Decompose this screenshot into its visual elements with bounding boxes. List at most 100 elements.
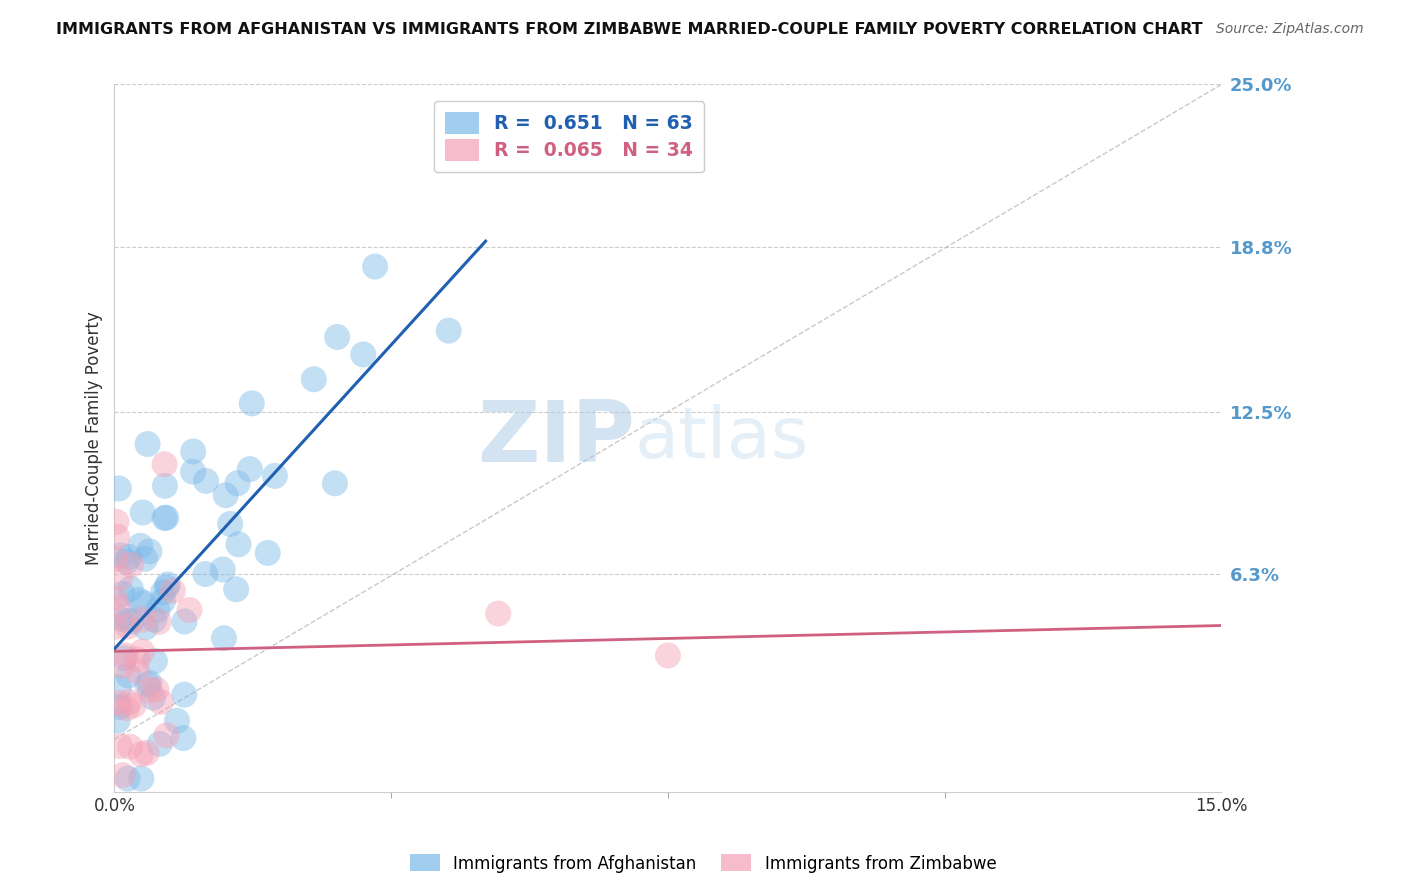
Point — [127, 665, 149, 679]
Point — [228, 537, 250, 551]
Point — [136, 677, 159, 691]
Point — [120, 739, 142, 754]
Point — [107, 696, 129, 710]
Point — [127, 652, 149, 666]
Point — [132, 596, 155, 610]
Point — [107, 600, 129, 615]
Point — [114, 648, 136, 663]
Legend: Immigrants from Afghanistan, Immigrants from Zimbabwe: Immigrants from Afghanistan, Immigrants … — [404, 847, 1002, 880]
Point — [122, 698, 145, 713]
Text: atlas: atlas — [634, 403, 808, 473]
Point — [173, 688, 195, 702]
Point — [149, 695, 172, 709]
Point — [128, 593, 150, 607]
Point — [146, 603, 169, 617]
Point — [135, 746, 157, 760]
Point — [121, 615, 143, 629]
Point — [437, 324, 460, 338]
Point — [115, 555, 138, 569]
Point — [264, 469, 287, 483]
Point — [364, 260, 387, 274]
Point — [131, 772, 153, 786]
Point — [156, 580, 179, 594]
Point — [153, 479, 176, 493]
Point — [194, 474, 217, 488]
Point — [105, 515, 128, 529]
Point — [131, 644, 153, 658]
Point — [131, 613, 153, 627]
Text: Source: ZipAtlas.com: Source: ZipAtlas.com — [1216, 22, 1364, 37]
Point — [153, 511, 176, 525]
Point — [120, 582, 142, 596]
Point — [162, 583, 184, 598]
Point — [111, 768, 134, 782]
Point — [104, 552, 127, 566]
Point — [212, 631, 235, 645]
Point — [166, 714, 188, 728]
Point — [323, 476, 346, 491]
Point — [114, 651, 136, 665]
Point — [118, 549, 141, 564]
Point — [326, 330, 349, 344]
Point — [240, 396, 263, 410]
Point — [108, 739, 131, 753]
Point — [131, 506, 153, 520]
Point — [194, 566, 217, 581]
Point — [143, 613, 166, 627]
Point — [139, 683, 162, 698]
Point — [152, 585, 174, 599]
Text: IMMIGRANTS FROM AFGHANISTAN VS IMMIGRANTS FROM ZIMBABWE MARRIED-COUPLE FAMILY PO: IMMIGRANTS FROM AFGHANISTAN VS IMMIGRANT… — [56, 22, 1204, 37]
Point — [111, 587, 134, 601]
Point — [117, 668, 139, 682]
Point — [118, 695, 141, 709]
Point — [138, 544, 160, 558]
Point — [657, 648, 679, 663]
Point — [143, 654, 166, 668]
Point — [108, 700, 131, 714]
Point — [226, 476, 249, 491]
Point — [110, 548, 132, 562]
Point — [256, 546, 278, 560]
Point — [105, 530, 128, 544]
Point — [153, 457, 176, 471]
Point — [129, 539, 152, 553]
Point — [115, 701, 138, 715]
Point — [302, 372, 325, 386]
Text: ZIP: ZIP — [477, 397, 634, 480]
Point — [136, 437, 159, 451]
Point — [149, 737, 172, 751]
Point — [156, 577, 179, 591]
Point — [173, 615, 195, 629]
Point — [352, 347, 374, 361]
Point — [108, 571, 131, 585]
Point — [486, 607, 509, 621]
Point — [155, 728, 177, 742]
Point — [115, 614, 138, 628]
Point — [214, 488, 236, 502]
Point — [117, 772, 139, 786]
Point — [181, 444, 204, 458]
Point — [179, 603, 201, 617]
Point — [117, 619, 139, 633]
Point — [211, 562, 233, 576]
Point — [138, 676, 160, 690]
Point — [155, 510, 177, 524]
Point — [110, 612, 132, 626]
Point — [148, 615, 170, 629]
Point — [104, 620, 127, 634]
Point — [145, 682, 167, 697]
Point — [129, 747, 152, 761]
Point — [219, 516, 242, 531]
Point — [108, 681, 131, 695]
Point — [120, 558, 142, 572]
Point — [239, 462, 262, 476]
Point — [111, 658, 134, 673]
Point — [104, 591, 127, 606]
Legend: R =  0.651   N = 63, R =  0.065   N = 34: R = 0.651 N = 63, R = 0.065 N = 34 — [434, 101, 704, 172]
Y-axis label: Married-Couple Family Poverty: Married-Couple Family Poverty — [86, 311, 103, 565]
Point — [181, 465, 204, 479]
Point — [108, 482, 131, 496]
Point — [225, 582, 247, 597]
Point — [152, 594, 174, 608]
Point — [142, 690, 165, 705]
